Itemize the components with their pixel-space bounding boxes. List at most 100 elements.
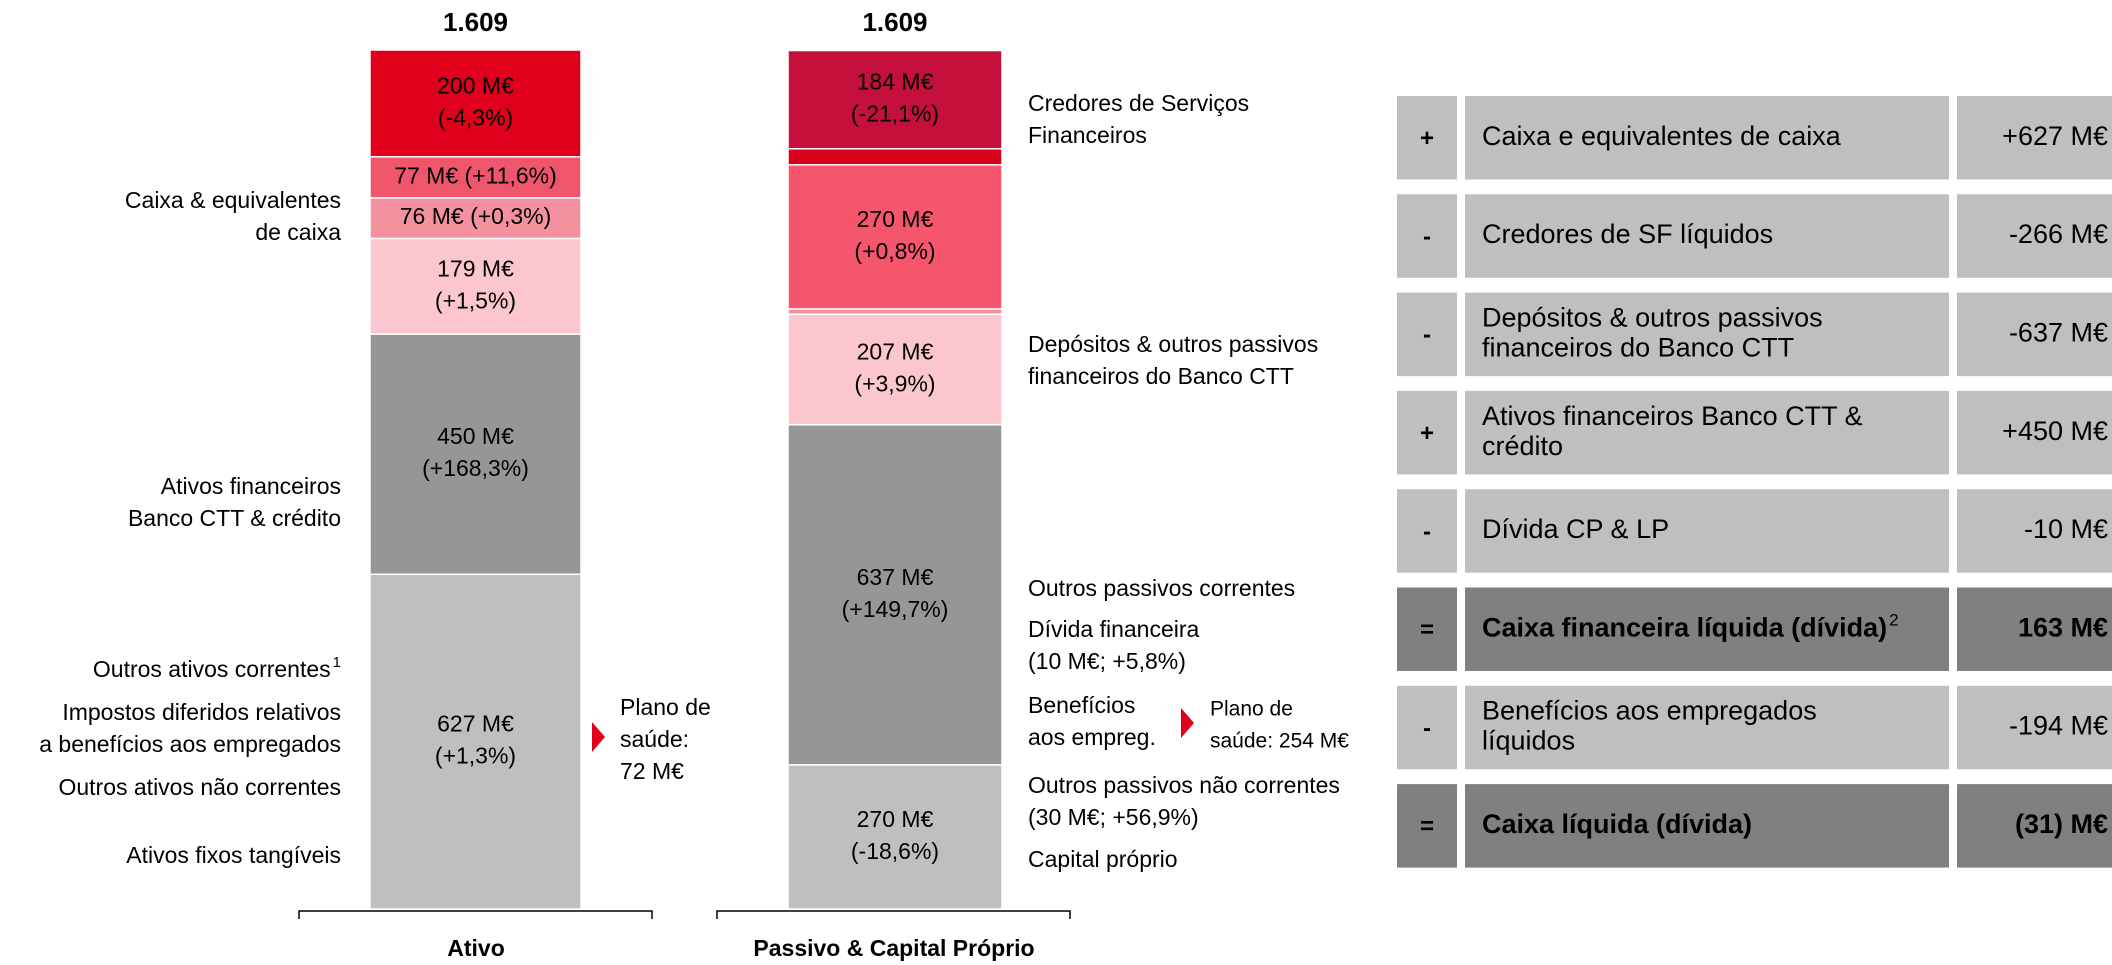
value-label: (+149,7%) xyxy=(842,596,949,622)
bar-segment xyxy=(369,197,582,240)
bar-segment xyxy=(369,49,582,158)
sign: = xyxy=(1420,813,1434,840)
row-label: Dívida CP & LP xyxy=(1482,514,1669,544)
segment-label: (10 M€; +5,8%) xyxy=(1028,648,1186,674)
sign-cell xyxy=(1397,96,1457,180)
value-cell xyxy=(1957,784,2112,868)
label-cell xyxy=(1465,194,1949,278)
row-label: líquidos xyxy=(1482,726,1575,756)
segment-label: Ativos fixos tangíveis xyxy=(126,842,341,868)
axis-brackets xyxy=(298,910,1071,919)
bracket xyxy=(298,910,653,919)
segment-label: aos empreg. xyxy=(1028,724,1156,750)
value-label: (-21,1%) xyxy=(851,101,939,127)
label-cell xyxy=(1465,292,1949,377)
table-row: = Caixa líquida (dívida) (31) M€ xyxy=(1397,784,2112,868)
row-label: financeiros do Banco CTT xyxy=(1482,332,1794,362)
value-label: 450 M€ xyxy=(437,423,514,449)
segment-label: Impostos diferidos relativos xyxy=(62,699,341,725)
row-label: Depósitos & outros passivos xyxy=(1482,302,1823,332)
value-label: (-18,6%) xyxy=(851,838,939,864)
bar-segment xyxy=(787,164,1003,310)
segment-label: Financeiros xyxy=(1028,122,1147,148)
bar-segment xyxy=(787,424,1003,766)
sign-cell xyxy=(1397,784,1457,868)
table-row: - Credores de SF líquidos -266 M€ xyxy=(1397,194,2112,278)
row-value: 163 M€ xyxy=(2018,612,2108,642)
sign: + xyxy=(1420,125,1434,152)
value-label: 270 M€ xyxy=(857,206,934,232)
row-value: +450 M€ xyxy=(2002,416,2108,446)
arrow xyxy=(1181,708,1194,738)
row-label: Benefícios aos empregados xyxy=(1482,696,1817,726)
segment-label: Ativos financeiros xyxy=(161,473,341,499)
value-cell xyxy=(1957,489,2112,573)
total-label: 1.609 xyxy=(443,7,508,37)
value-label: (+168,3%) xyxy=(422,455,529,481)
bar-segment xyxy=(369,333,582,576)
label-cell xyxy=(1465,587,1949,671)
row-label: crédito xyxy=(1482,431,1563,461)
value-label: 184 M€ xyxy=(857,69,934,95)
segment-label: Depósitos & outros passivos xyxy=(1028,331,1318,357)
sign: - xyxy=(1423,518,1431,545)
table-row: = Caixa financeira líquida (dívida) 163 M€ xyxy=(1397,587,2112,671)
table-row: + Ativos financeiros Banco CTT &crédito +4… xyxy=(1397,390,2112,475)
bar-segment xyxy=(787,148,1003,166)
value-label: (+1,5%) xyxy=(435,287,516,313)
footnote-mark: 1 xyxy=(333,654,341,671)
category-label: Ativo xyxy=(447,935,505,961)
annotation: 72 M€ xyxy=(620,758,684,784)
sign: = xyxy=(1420,617,1434,644)
value-label: (-4,3%) xyxy=(438,104,513,130)
value-label: 77 M€ (+11,6%) xyxy=(394,162,557,188)
row-label: Caixa líquida (dívida) xyxy=(1482,809,1752,839)
sign: + xyxy=(1420,420,1434,447)
value-cell xyxy=(1957,96,2112,180)
value-label: (+3,9%) xyxy=(854,371,935,397)
table-row: - Dívida CP & LP -10 M€ xyxy=(1397,489,2112,573)
bracket xyxy=(716,910,1071,919)
value-cell xyxy=(1957,194,2112,278)
value-label: 207 M€ xyxy=(857,339,934,365)
row-value: -10 M€ xyxy=(2024,514,2108,544)
segment-label: Banco CTT & crédito xyxy=(128,505,341,531)
row-value: -194 M€ xyxy=(2009,711,2108,741)
value-label: (+0,8%) xyxy=(854,238,935,264)
annotation: saúde: 254 M€ xyxy=(1210,730,1349,753)
bar-segment xyxy=(369,156,582,199)
annotation: Plano de xyxy=(620,694,711,720)
row-value: +627 M€ xyxy=(2002,121,2108,151)
segment-label: Outros ativos correntes xyxy=(93,656,331,682)
bar-segment xyxy=(369,573,582,910)
value-label: 76 M€ (+0,3%) xyxy=(400,203,552,229)
bar-segment xyxy=(787,313,1003,426)
total-label: 1.609 xyxy=(862,7,927,37)
value-label: 637 M€ xyxy=(857,564,934,590)
value-label: 200 M€ xyxy=(437,72,514,98)
value-label: 179 M€ xyxy=(437,255,514,281)
row-value: -266 M€ xyxy=(2009,219,2108,249)
sign-cell xyxy=(1397,194,1457,278)
sign-cell xyxy=(1397,390,1457,475)
segment-label: Capital próprio xyxy=(1028,846,1178,872)
segment-label: Outros ativos não correntes xyxy=(58,774,341,800)
bar-segment xyxy=(787,308,1003,316)
segment-label: Outros passivos correntes xyxy=(1028,575,1295,601)
row-label: Ativos financeiros Banco CTT & xyxy=(1482,401,1863,431)
sign: - xyxy=(1423,715,1431,742)
sign: - xyxy=(1423,322,1431,349)
value-label: 627 M€ xyxy=(437,711,514,737)
annotation: Plano de xyxy=(1210,698,1293,721)
sign: - xyxy=(1423,223,1431,250)
row-label: Credores de SF líquidos xyxy=(1482,219,1773,249)
row-label: Caixa e equivalentes de caixa xyxy=(1482,121,1842,151)
segment-label: Dívida financeira xyxy=(1028,616,1200,642)
value-cell xyxy=(1957,685,2112,770)
value-cell xyxy=(1957,587,2112,671)
sign-cell xyxy=(1397,489,1457,573)
sign-cell xyxy=(1397,292,1457,377)
label-cell xyxy=(1465,390,1949,475)
